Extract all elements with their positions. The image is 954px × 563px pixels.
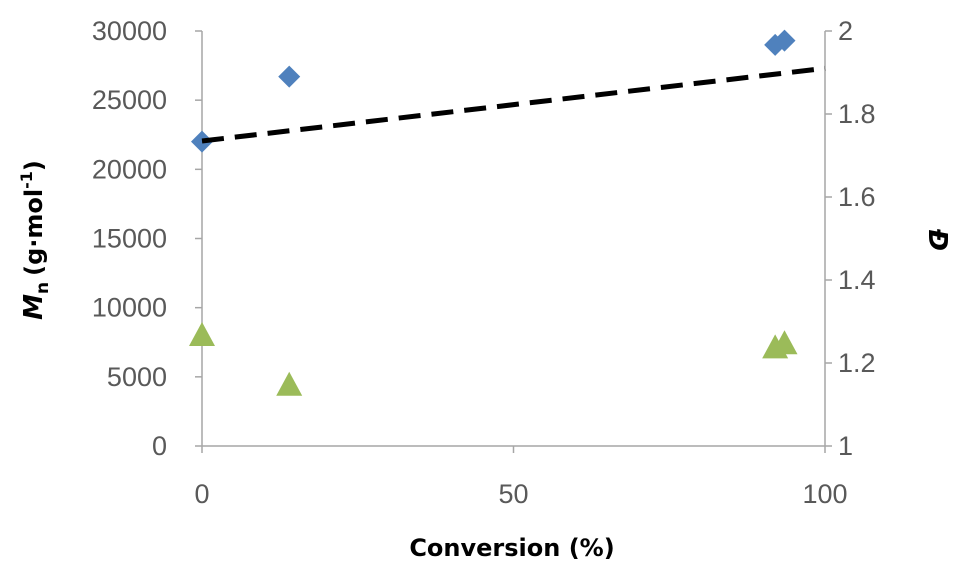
y2-tick-label: 2 bbox=[838, 16, 853, 46]
series-layer bbox=[189, 29, 826, 396]
y-axis-title-superscript: -1 bbox=[17, 171, 36, 189]
y2-tick-label: 1.8 bbox=[838, 99, 876, 129]
y-axis-title: Mn (g·mol-1) bbox=[17, 160, 53, 320]
diamond-point bbox=[191, 130, 213, 153]
trend-line bbox=[201, 65, 826, 144]
diamond-point bbox=[278, 65, 301, 88]
y2-tick-label: 1.4 bbox=[838, 265, 876, 295]
triangle-point bbox=[771, 330, 798, 355]
svg-text:Mn(g·mol-1): Mn (g·mol-1) bbox=[17, 160, 53, 320]
x-tick-label: 100 bbox=[802, 479, 847, 509]
y2-tick-label: 1.2 bbox=[838, 348, 876, 378]
y-tick-label: 30000 bbox=[92, 16, 167, 46]
diamond-point bbox=[773, 29, 796, 52]
y-axis-title-close: ) bbox=[20, 160, 48, 171]
triangle-point bbox=[276, 371, 303, 396]
y-tick-label: 0 bbox=[152, 431, 167, 461]
y2-tick-label: 1 bbox=[838, 431, 853, 461]
y-tick-label: 20000 bbox=[92, 154, 167, 184]
x-tick-label: 50 bbox=[498, 479, 528, 509]
y-tick-label: 5000 bbox=[107, 362, 167, 392]
x-axis-title: Conversion (%) bbox=[409, 534, 614, 562]
axis-labels: Conversion (%) Mn (g·mol-1) Đ bbox=[17, 160, 952, 562]
y2-tick-label: 1.6 bbox=[838, 182, 876, 212]
y-tick-label: 25000 bbox=[92, 85, 167, 115]
axes: 0 5000 10000 15000 20000 25000 30000 1 1.2 1.4 1.6… bbox=[92, 16, 876, 509]
y-axis-title-subscript: n bbox=[33, 282, 53, 294]
x-tick-label: 0 bbox=[194, 479, 209, 509]
y-tick-label: 10000 bbox=[92, 293, 167, 323]
y2-axis-title: Đ bbox=[922, 228, 952, 251]
y-axis-title-symbol: M bbox=[19, 294, 49, 320]
y-tick-label: 15000 bbox=[92, 224, 167, 254]
triangle-point bbox=[189, 321, 215, 346]
y-axis-title-unit: (g·mol bbox=[20, 189, 48, 276]
